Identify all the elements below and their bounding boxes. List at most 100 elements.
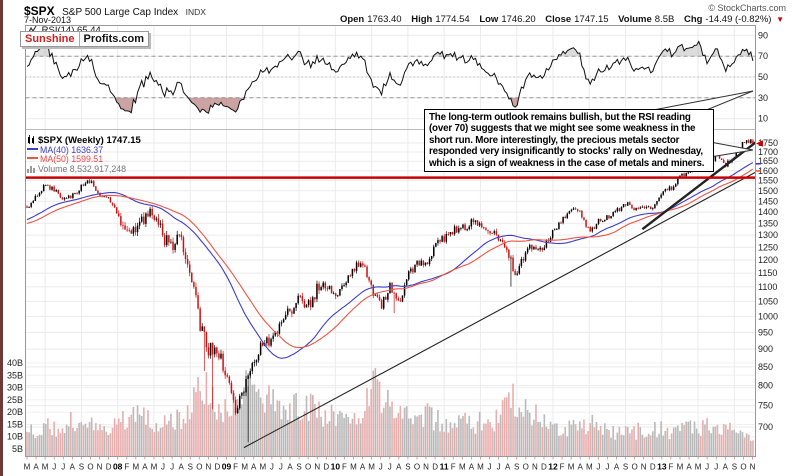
svg-text:1150: 1150 [758,268,777,278]
legend-main-text: $SPX (Weekly) 1747.15 [38,135,141,146]
annotation-callout: The long-term outlook remains bullish, b… [424,109,714,173]
trendlines [243,141,756,449]
legend-main: $SPX (Weekly) 1747.15 [27,135,141,146]
svg-text:J: J [52,463,56,472]
svg-text:1200: 1200 [758,255,778,265]
svg-text:50: 50 [758,72,768,82]
svg-text:750: 750 [758,401,773,411]
legend-ma40: MA(40) 1636.37 [27,144,141,156]
legend-ma50: MA(50) 1599.51 [27,154,141,165]
rsi-line [26,40,754,114]
svg-text:M: M [695,463,702,472]
svg-text:70: 70 [758,51,768,61]
svg-text:M: M [350,463,357,472]
svg-text:A: A [505,463,511,472]
svg-text:M: M [151,463,158,472]
svg-text:10B: 10B [7,432,23,442]
svg-text:J: J [497,463,501,472]
logo-part-sunshine: Sunshine [21,32,80,46]
legend-volume-text: Volume 8,532,917,248 [38,163,127,174]
gridlines [25,25,756,457]
svg-text:D: D [323,463,329,472]
svg-text:S: S [79,463,84,472]
svg-text:A: A [469,463,475,472]
svg-text:S: S [514,463,519,472]
indicator-icon [28,25,37,33]
svg-text:1100: 1100 [758,282,777,292]
ma50-line [26,168,754,349]
svg-text:A: A [179,463,185,472]
svg-text:M: M [24,463,31,472]
rsi-overbought-fill [711,48,720,57]
svg-text:F: F [233,463,238,472]
svg-text:O: O [414,463,420,472]
svg-text:N: N [205,463,211,472]
index-name: S&P 500 Large Cap Index [62,7,179,18]
svg-text:40B: 40B [7,358,23,368]
chart-date: 7-Nov-2013 [24,15,72,25]
rsi-oversold-fill [115,97,137,113]
svg-text:1700: 1700 [758,147,778,157]
exchange-label: INDX [185,7,206,17]
sunshine-profits-logo: Sunshine Profits.com [20,31,150,47]
svg-text:A: A [142,463,148,472]
svg-text:M: M [368,463,375,472]
axis-labels: 1750170016501600155015001450140013501300… [7,30,778,471]
svg-text:O: O [523,463,529,472]
svg-text:25B: 25B [7,395,23,405]
chart-title: $SPX S&P 500 Large Cap Index INDX [24,2,206,20]
high-value: 1774.54 [435,14,470,25]
svg-text:N: N [532,463,538,472]
svg-text:S: S [623,463,628,472]
svg-text:S: S [296,463,301,472]
svg-text:M: M [677,463,684,472]
svg-text:900: 900 [758,344,773,354]
candlestick-icon [28,135,34,144]
plot-layers [25,40,756,457]
svg-text:90: 90 [758,30,768,40]
rsi-overbought-fill [433,51,444,57]
svg-text:D: D [541,463,547,472]
svg-text:M: M [259,463,266,472]
svg-text:1750: 1750 [758,138,778,148]
ma50-line-icon [27,157,38,160]
svg-text:J: J [605,463,609,472]
svg-text:J: J [61,463,65,472]
last-price-arrow [756,140,763,147]
svg-text:J: J [388,463,392,472]
svg-text:A: A [287,463,293,472]
legend-ma40-text: MA(40) 1636.37 [40,144,104,155]
svg-text:1350: 1350 [758,218,778,228]
svg-text:N: N [750,463,756,472]
svg-text:A: A [723,463,729,472]
svg-text:10: 10 [331,462,341,472]
chg-label: Chg [683,14,703,25]
volume-value: 8.5B [654,14,675,25]
svg-text:1450: 1450 [758,196,778,206]
svg-text:F: F [124,463,129,472]
svg-text:O: O [87,463,93,472]
svg-text:700: 700 [758,422,773,432]
svg-text:F: F [451,463,456,472]
svg-text:F: F [668,463,673,472]
svg-text:1550: 1550 [758,176,778,186]
svg-text:J: J [279,463,283,472]
svg-text:A: A [360,463,366,472]
price-legend: $SPX (Weekly) 1747.15 MA(40) 1636.37 MA(… [27,135,141,174]
svg-text:35B: 35B [7,370,23,380]
down-arrow-icon: ▼ [776,15,784,24]
rsi-oversold-fill [508,97,519,108]
svg-text:O: O [632,463,638,472]
svg-text:08: 08 [113,462,123,472]
high-label: High [411,14,433,25]
svg-text:11: 11 [440,462,449,472]
svg-text:J: J [705,463,709,472]
plot-frame [25,25,756,457]
svg-text:20B: 20B [7,407,23,417]
svg-text:N: N [423,463,429,472]
svg-text:D: D [106,463,112,472]
legend-ma50-text: MA(50) 1599.51 [40,154,104,165]
volume-bars [26,368,754,457]
rsi-oversold-fill [188,97,245,114]
